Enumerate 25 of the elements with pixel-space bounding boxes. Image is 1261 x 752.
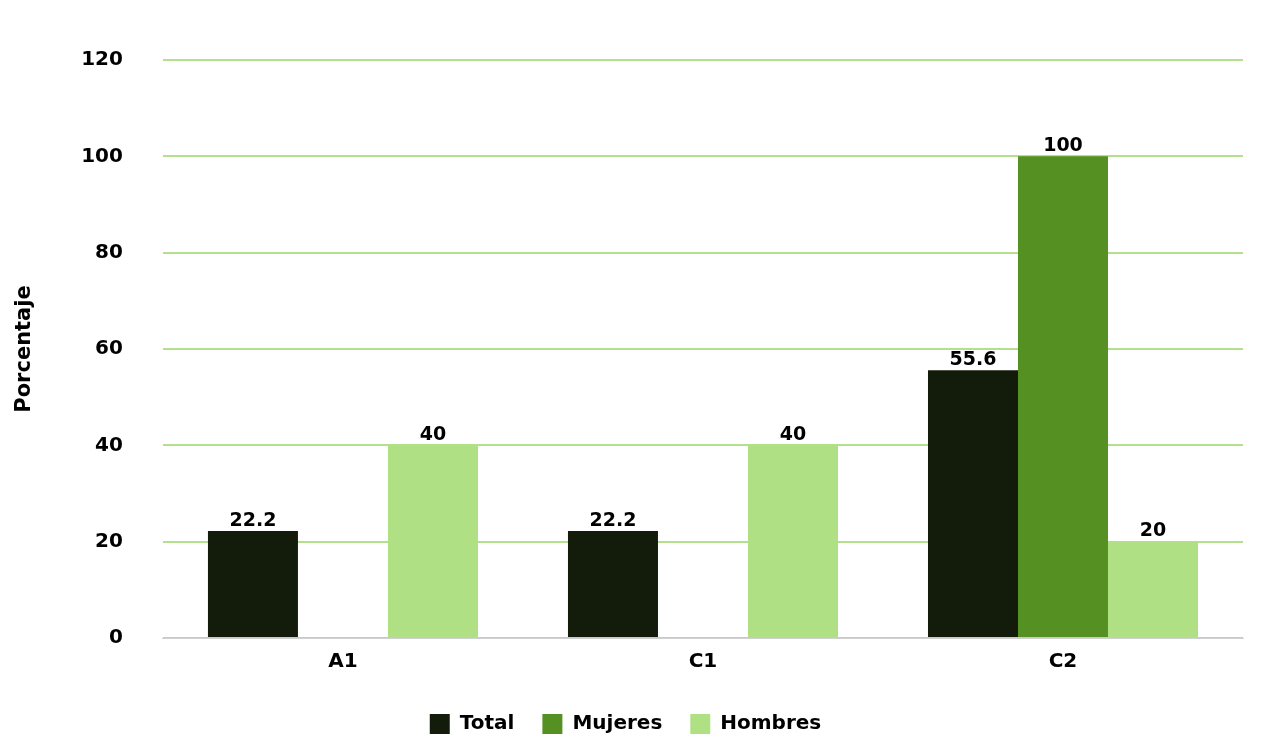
x-tick-label: C1 (688, 648, 718, 673)
data-label: 22.2 (229, 507, 277, 530)
data-label: 100 (1043, 132, 1083, 155)
y-tick-label: 20 (95, 527, 123, 552)
y-tick-label: 60 (95, 335, 123, 360)
data-label: 20 (1139, 518, 1167, 541)
bar (567, 531, 658, 637)
x-tick-label: C2 (1048, 648, 1078, 673)
y-tick-label: 80 (95, 238, 123, 263)
bar (207, 531, 298, 637)
bar (927, 370, 1018, 637)
y-tick-label: 0 (109, 624, 123, 649)
y-axis-title: Porcentaje (11, 285, 36, 413)
bar (1017, 156, 1108, 637)
data-label: 40 (419, 421, 447, 444)
data-label: 40 (779, 421, 807, 444)
x-tick-label: A1 (328, 648, 358, 673)
y-tick-label: 40 (95, 431, 123, 456)
data-label: 55.6 (949, 346, 997, 369)
legend-label: Total (459, 710, 515, 735)
legend-label: Hombres (720, 710, 822, 735)
y-tick-label: 120 (81, 46, 123, 71)
legend-label: Mujeres (572, 710, 663, 735)
y-tick-label: 100 (81, 142, 123, 167)
data-label: 22.2 (589, 507, 637, 530)
